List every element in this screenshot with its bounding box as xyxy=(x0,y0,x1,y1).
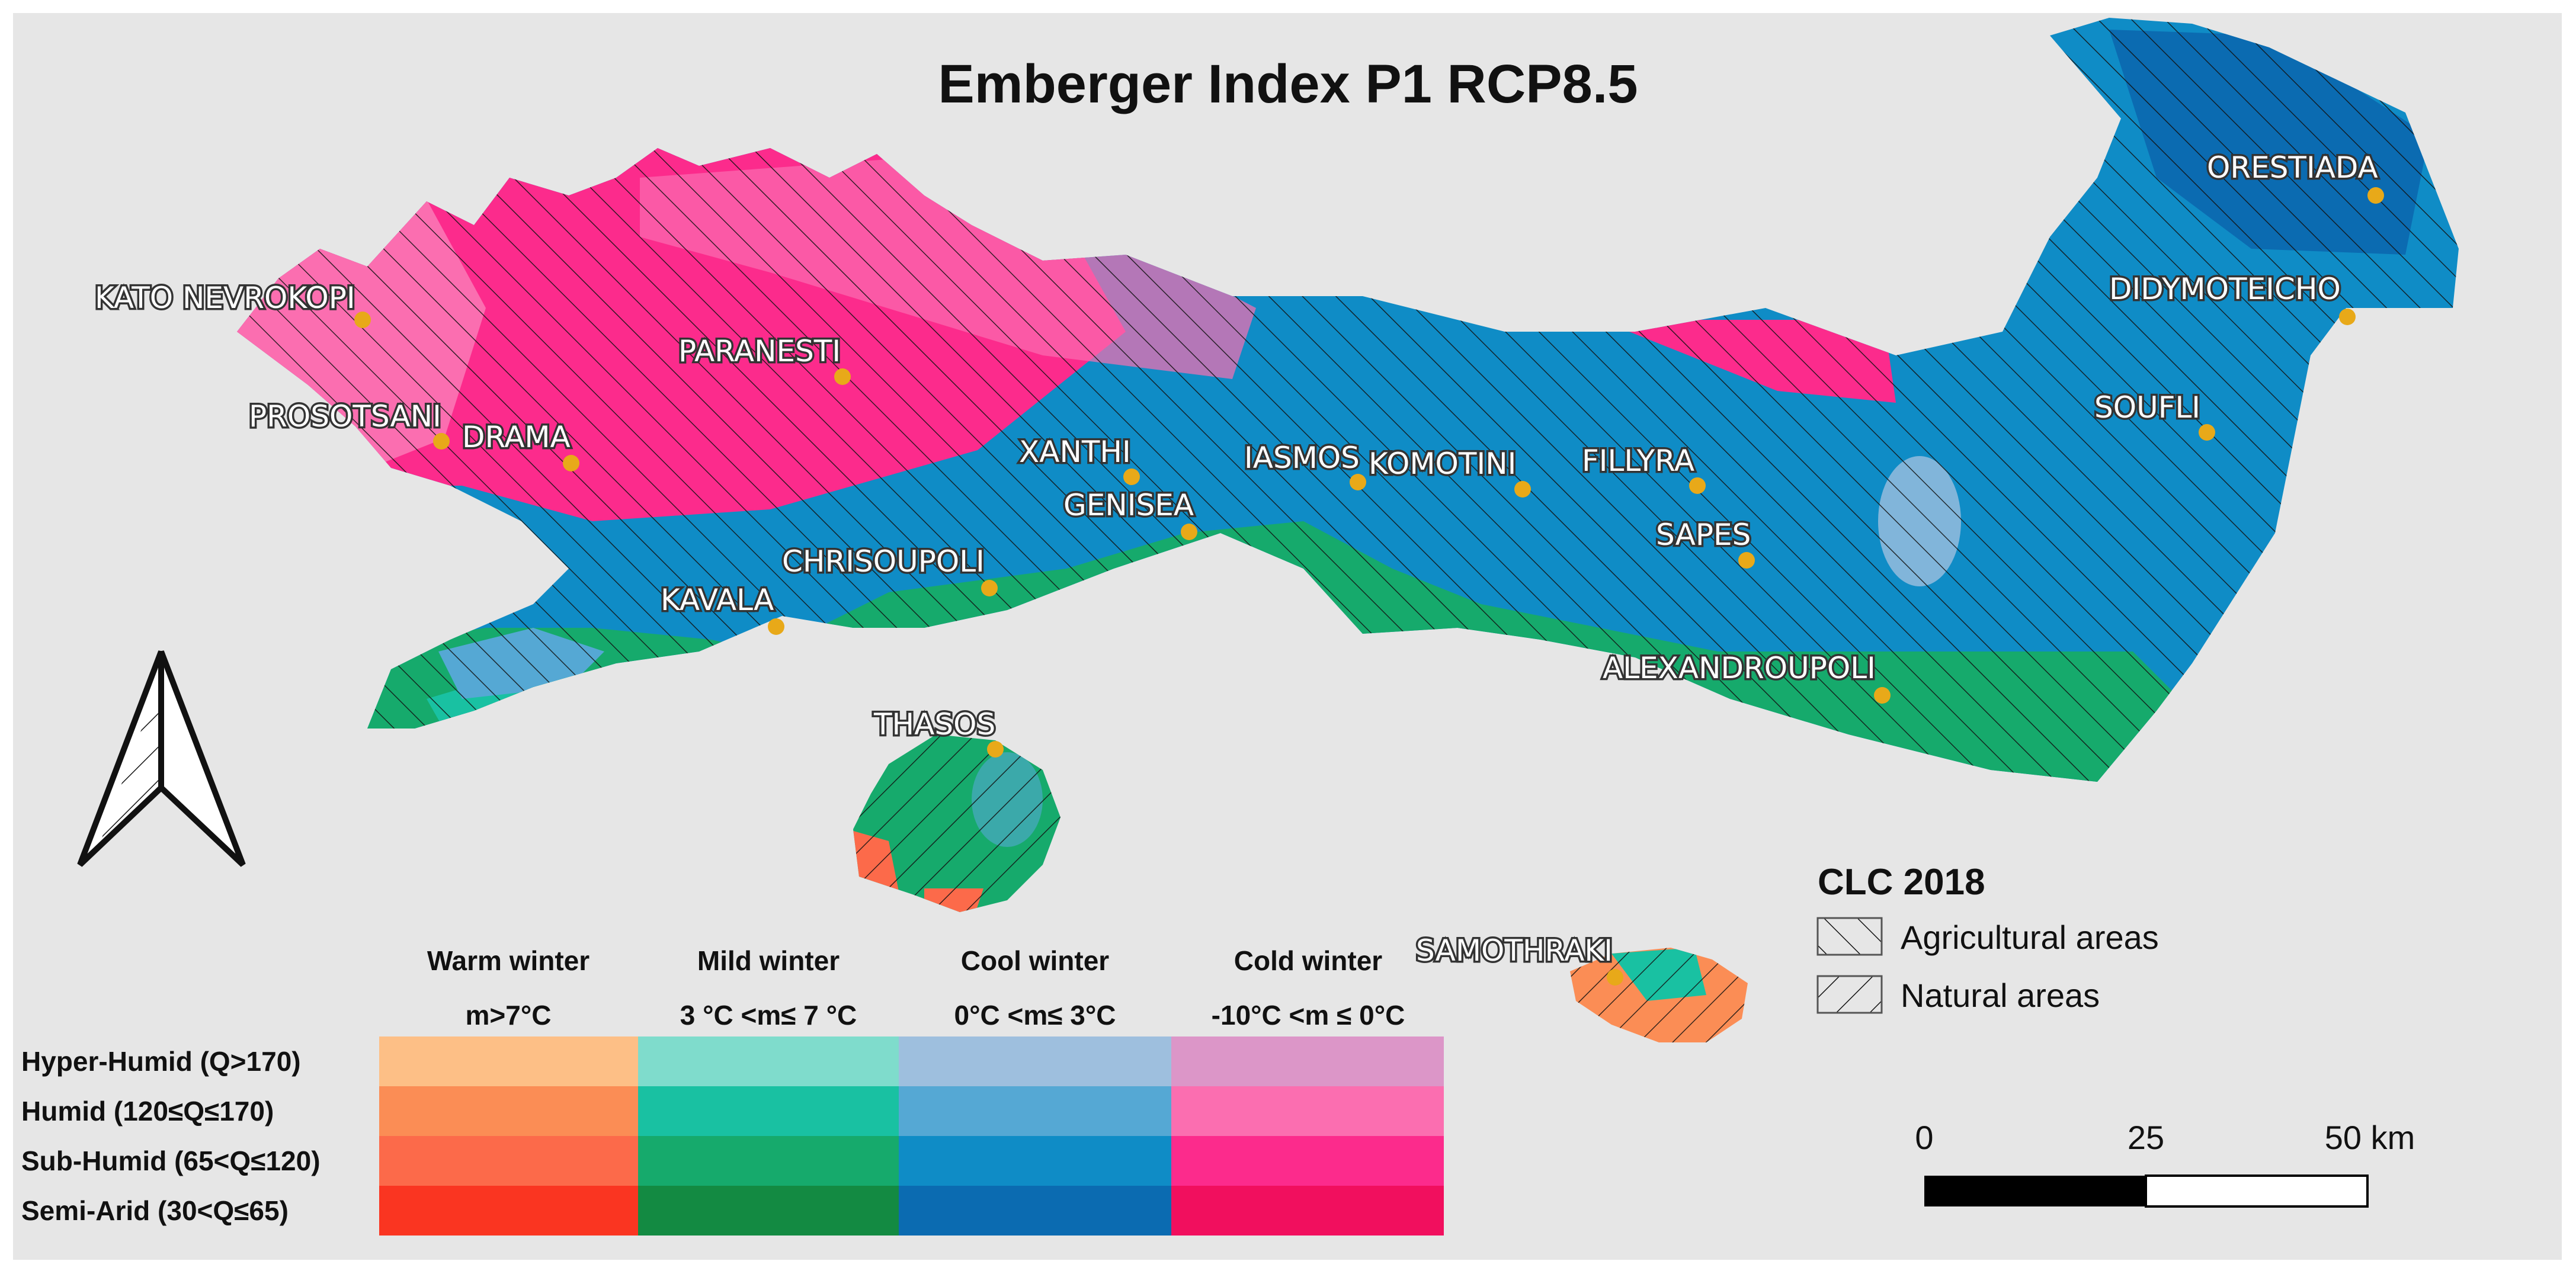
city-label: XANTHI xyxy=(1019,435,1131,469)
city-marker xyxy=(2367,187,2384,204)
emberger-legend: Warm winter m>7°C Mild winter 3 °C <m≤ 7… xyxy=(21,945,1444,1236)
city-label: IASMOS xyxy=(1244,441,1360,475)
legend-row-label: Humid (120≤Q≤170) xyxy=(21,1096,274,1127)
city-marker xyxy=(1738,552,1755,569)
legend-row-label: Hyper-Humid (Q>170) xyxy=(21,1046,301,1077)
legend-swatch xyxy=(899,1036,1171,1086)
legend-col-range: -10°C <m ≤ 0°C xyxy=(1212,1000,1405,1031)
legend-col-name: Warm winter xyxy=(427,945,589,976)
legend-col-name: Cool winter xyxy=(961,945,1110,976)
legend-color-grid xyxy=(379,1036,1444,1236)
legend-row-label: Semi-Arid (30<Q≤65) xyxy=(21,1195,289,1226)
legend-swatch xyxy=(638,1086,899,1136)
legend-col-range: m>7°C xyxy=(466,1000,552,1031)
city-layer: KATO NEVROKOPI PARANESTI PROSOTSANI DRAMA XA… xyxy=(93,149,2384,986)
clc-title: CLC 2018 xyxy=(1818,862,1985,903)
legend-swatch xyxy=(899,1186,1171,1236)
clc-item-natural: Natural areas xyxy=(1901,977,2100,1014)
scale-label-50: 50 km xyxy=(2325,1119,2415,1156)
city-label: ORESTIADA xyxy=(2207,150,2378,185)
city-marker xyxy=(2199,424,2215,441)
city-marker xyxy=(354,312,371,328)
city-label: KATO NEVROKOPI xyxy=(95,281,355,315)
city-marker xyxy=(834,368,851,385)
city-marker xyxy=(768,618,784,635)
city-label: KOMOTINI xyxy=(1369,447,1516,481)
clc-item-agricultural: Agricultural areas xyxy=(1901,919,2159,956)
legend-swatch xyxy=(379,1036,638,1086)
natural-swatch xyxy=(1816,975,1883,1014)
city-label: PROSOTSANI xyxy=(249,399,441,434)
legend-swatch xyxy=(638,1036,899,1086)
scale-label-0: 0 xyxy=(1915,1119,1933,1156)
scale-segment-white xyxy=(2145,1174,2369,1208)
legend-col-name: Mild winter xyxy=(697,945,840,976)
clc-legend: CLC 2018 Agricultural areas Natural area… xyxy=(1816,862,2159,1014)
city-marker xyxy=(1874,687,1891,704)
legend-swatch xyxy=(379,1086,638,1136)
legend-swatch xyxy=(1171,1186,1444,1236)
city-label: SAMOTHRAKI xyxy=(1416,933,1613,968)
legend-col-range: 0°C <m≤ 3°C xyxy=(954,1000,1116,1031)
legend-swatch xyxy=(638,1136,899,1186)
city-marker xyxy=(563,455,579,471)
legend-col-range: 3 °C <m≤ 7 °C xyxy=(680,1000,857,1031)
legend-swatch xyxy=(899,1086,1171,1136)
legend-swatch xyxy=(1171,1136,1444,1186)
city-label: GENISEA xyxy=(1063,488,1194,522)
city-marker xyxy=(1123,468,1140,485)
city-marker xyxy=(981,580,998,596)
city-marker xyxy=(987,741,1004,758)
city-marker xyxy=(433,433,450,450)
city-label: DRAMA xyxy=(462,420,571,454)
legend-row-label: Sub-Humid (65<Q≤120) xyxy=(21,1145,321,1176)
legend-swatch xyxy=(1171,1086,1444,1136)
legend-col-name: Cold winter xyxy=(1234,945,1383,976)
city-label: PARANESTI xyxy=(678,334,841,368)
legend-swatch xyxy=(379,1186,638,1236)
city-label: CHRISOUPOLI xyxy=(782,544,985,579)
legend-swatch xyxy=(1171,1036,1444,1086)
scale-label-25: 25 xyxy=(2128,1119,2164,1156)
map-title: Emberger Index P1 RCP8.5 xyxy=(938,54,1638,114)
city-marker xyxy=(1607,969,1623,986)
city-marker xyxy=(1181,524,1197,540)
agricultural-swatch xyxy=(1816,917,1883,956)
legend-swatch xyxy=(638,1186,899,1236)
city-marker xyxy=(2339,309,2356,325)
city-label: FILLYRA xyxy=(1582,444,1694,478)
city-marker xyxy=(1514,481,1531,498)
city-label: SOUFLI xyxy=(2094,390,2200,425)
north-arrow-icon xyxy=(77,650,246,867)
city-label: ALEXANDROUPOLI xyxy=(1603,651,1876,685)
city-marker xyxy=(1689,477,1706,494)
city-label: THASOS xyxy=(873,707,995,742)
city-marker xyxy=(1350,474,1366,490)
city-label: DIDYMOTEICHO xyxy=(2109,272,2341,306)
scale-bar: 0 25 50 km xyxy=(1915,1119,2415,1208)
legend-swatch xyxy=(899,1136,1171,1186)
legend-swatch xyxy=(379,1136,638,1186)
thasos-island xyxy=(853,734,1060,912)
city-label: SAPES xyxy=(1656,518,1751,552)
scale-segment-black xyxy=(1924,1176,2146,1206)
city-label: KAVALA xyxy=(661,583,774,617)
